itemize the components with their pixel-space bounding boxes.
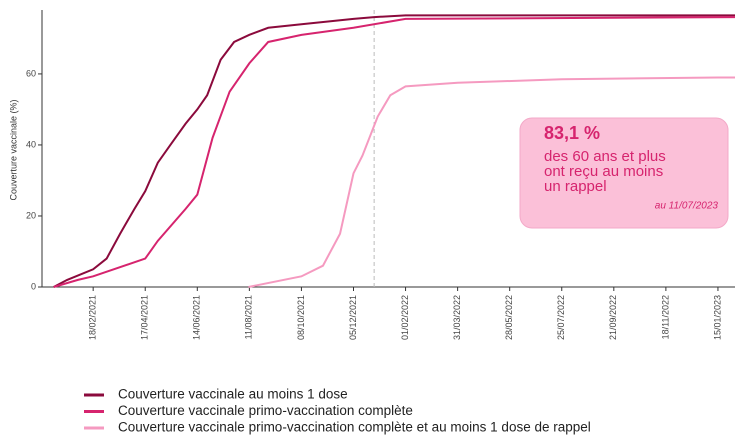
y-tick-label: 20 bbox=[26, 210, 36, 220]
annotation-line: un rappel bbox=[544, 178, 607, 195]
x-tick-label: 17/04/2021 bbox=[140, 295, 150, 340]
x-tick-label: 08/10/2021 bbox=[296, 295, 306, 340]
annotation-line: ont reçu au moins bbox=[544, 163, 663, 180]
x-tick-label: 21/09/2022 bbox=[608, 295, 618, 340]
legend-label: Couverture vaccinale au moins 1 dose bbox=[118, 387, 348, 402]
x-tick-label: 15/01/2023 bbox=[712, 295, 722, 340]
annotation-line: des 60 ans et plus bbox=[544, 148, 666, 165]
x-tick-label: 14/06/2021 bbox=[192, 295, 202, 340]
y-tick-label: 40 bbox=[26, 139, 36, 149]
series-line bbox=[53, 14, 735, 288]
x-tick-label: 11/08/2021 bbox=[244, 295, 254, 339]
x-tick-label: 01/02/2022 bbox=[400, 295, 410, 340]
x-tick-label: 28/05/2022 bbox=[504, 295, 514, 340]
x-tick-label: 05/12/2021 bbox=[348, 295, 358, 340]
y-tick-label: 0 bbox=[31, 281, 36, 291]
series-line bbox=[248, 76, 735, 288]
annotation-headline: 83,1 % bbox=[544, 123, 600, 143]
legend-label: Couverture vaccinale primo-vaccination c… bbox=[118, 403, 413, 418]
y-axis-label: Couverture vaccinale (%) bbox=[8, 99, 18, 200]
x-tick-label: 25/07/2022 bbox=[556, 295, 566, 340]
x-tick-label: 31/03/2022 bbox=[452, 295, 462, 340]
annotation-date: au 11/07/2023 bbox=[655, 201, 719, 212]
x-tick-label: 18/11/2022 bbox=[660, 295, 670, 339]
plot: 0 20 40 60 18/02/2021 17/04/2021 14/06/2021 11/… bbox=[26, 10, 736, 435]
legend-label: Couverture vaccinale primo-vaccination c… bbox=[118, 420, 591, 435]
y-tick-label: 60 bbox=[26, 68, 36, 78]
series-line bbox=[53, 16, 736, 288]
x-tick-label: 18/02/2021 bbox=[88, 295, 98, 340]
annotation-box bbox=[519, 117, 729, 229]
